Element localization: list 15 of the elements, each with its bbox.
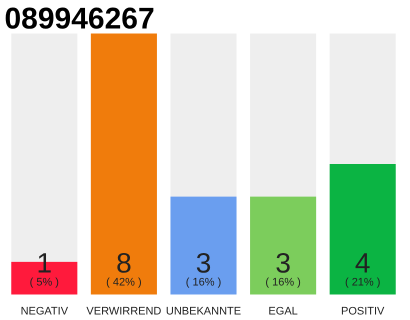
x-tick-label: EGAL xyxy=(268,306,298,318)
annotation: ( 16% ) xyxy=(186,276,222,288)
x-tick-label: NEGATIV xyxy=(20,306,69,318)
annotation: ( 16% ) xyxy=(265,276,301,288)
data-label: 4 xyxy=(354,248,370,278)
annotation: ( 42% ) xyxy=(106,276,142,288)
x-tick-label: POSITIV xyxy=(341,306,386,318)
data-label: 3 xyxy=(196,248,212,278)
chart-title: 089946267 xyxy=(4,2,155,36)
annotation: ( 21% ) xyxy=(344,276,380,288)
x-tick-label: VERWIRREND xyxy=(86,306,162,318)
annotation: ( 5% ) xyxy=(30,276,59,288)
data-label: 8 xyxy=(116,248,132,278)
data-label: 3 xyxy=(275,248,291,278)
x-tick-label: UNBEKANNTE xyxy=(166,306,242,318)
